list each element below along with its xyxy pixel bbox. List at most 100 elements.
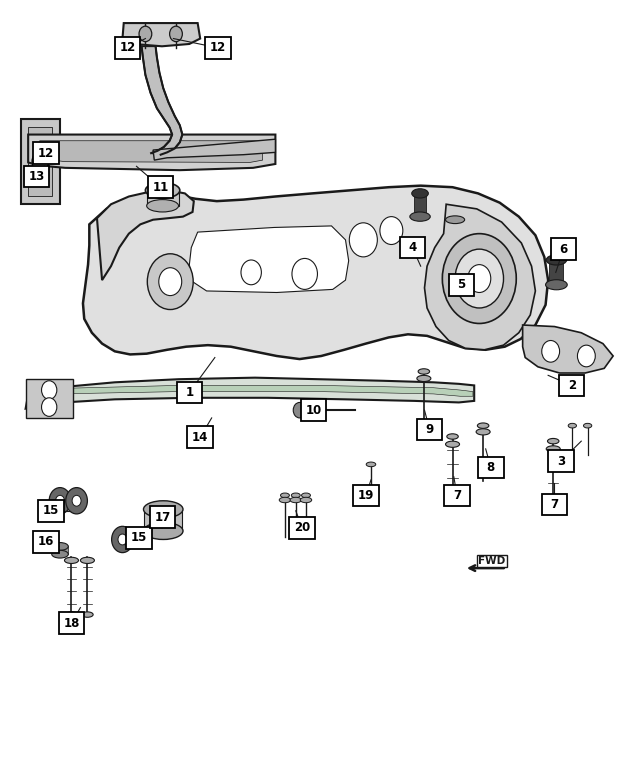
Polygon shape [414,193,426,217]
Polygon shape [144,509,182,531]
Text: 8: 8 [486,461,495,474]
Ellipse shape [291,493,300,497]
Polygon shape [141,47,182,155]
Text: FWD: FWD [479,556,506,566]
Bar [449,274,474,295]
Text: 9: 9 [426,423,434,436]
Polygon shape [20,119,60,204]
Ellipse shape [300,497,312,503]
Polygon shape [523,325,613,373]
Ellipse shape [418,369,429,375]
Ellipse shape [301,493,310,497]
Ellipse shape [81,557,95,563]
Bar [33,142,59,164]
Bar [353,485,379,506]
Bar [548,451,573,472]
Text: 7: 7 [550,498,559,511]
Circle shape [42,398,57,416]
Text: 20: 20 [294,521,310,535]
Bar [115,37,140,59]
Polygon shape [122,23,200,47]
Ellipse shape [366,462,376,467]
Circle shape [42,381,57,399]
Bar [559,375,584,396]
Polygon shape [52,546,68,554]
Text: 17: 17 [154,510,171,524]
Polygon shape [40,141,262,162]
Circle shape [147,254,193,309]
Bar [150,506,175,528]
Circle shape [468,265,491,292]
Circle shape [159,268,182,295]
Polygon shape [147,190,179,206]
Circle shape [349,223,378,257]
Bar [417,419,442,441]
Circle shape [577,345,595,367]
Text: 2: 2 [568,379,576,392]
Circle shape [541,340,559,362]
Bar [177,382,202,403]
Circle shape [241,260,261,284]
Polygon shape [26,378,474,409]
Ellipse shape [476,429,490,435]
Polygon shape [58,385,473,396]
Text: 4: 4 [408,241,417,254]
Polygon shape [424,204,536,350]
Ellipse shape [66,611,77,617]
Ellipse shape [547,438,559,444]
Polygon shape [189,226,349,292]
Bar [38,500,64,521]
Circle shape [66,488,88,514]
Text: 12: 12 [120,41,136,54]
Text: 18: 18 [63,617,79,629]
Text: 3: 3 [557,455,565,468]
Circle shape [118,534,127,545]
Circle shape [32,152,49,172]
Bar [399,237,425,259]
Ellipse shape [145,183,180,198]
Polygon shape [26,379,73,418]
Circle shape [72,496,81,506]
Circle shape [139,26,152,42]
Circle shape [442,234,516,323]
Ellipse shape [143,522,183,539]
Circle shape [292,259,317,289]
Ellipse shape [568,423,577,428]
Bar [301,399,326,421]
Circle shape [293,402,306,418]
Text: 19: 19 [358,489,374,502]
Ellipse shape [279,497,291,503]
Ellipse shape [584,423,592,428]
Ellipse shape [417,375,431,382]
Ellipse shape [410,212,430,221]
Polygon shape [83,186,548,359]
Ellipse shape [82,611,93,617]
Text: 13: 13 [28,170,45,183]
Circle shape [380,217,403,245]
Ellipse shape [546,446,560,452]
Ellipse shape [445,441,460,448]
Circle shape [111,526,133,552]
Text: 15: 15 [131,531,147,545]
Text: 10: 10 [305,404,322,416]
Text: 5: 5 [458,278,465,291]
Circle shape [56,496,65,506]
Bar [24,166,49,187]
Ellipse shape [52,542,68,550]
Circle shape [455,249,504,308]
Ellipse shape [143,500,183,517]
Text: 16: 16 [38,535,54,549]
Polygon shape [97,190,194,280]
Text: 12: 12 [38,147,54,159]
Ellipse shape [412,189,428,198]
Bar [33,531,59,552]
Text: 14: 14 [192,430,209,444]
Bar [59,612,84,634]
Ellipse shape [290,497,301,503]
Bar [444,485,470,506]
Bar [478,457,504,479]
Ellipse shape [447,434,458,439]
Ellipse shape [52,550,68,558]
Polygon shape [153,139,275,160]
Bar [188,427,213,448]
